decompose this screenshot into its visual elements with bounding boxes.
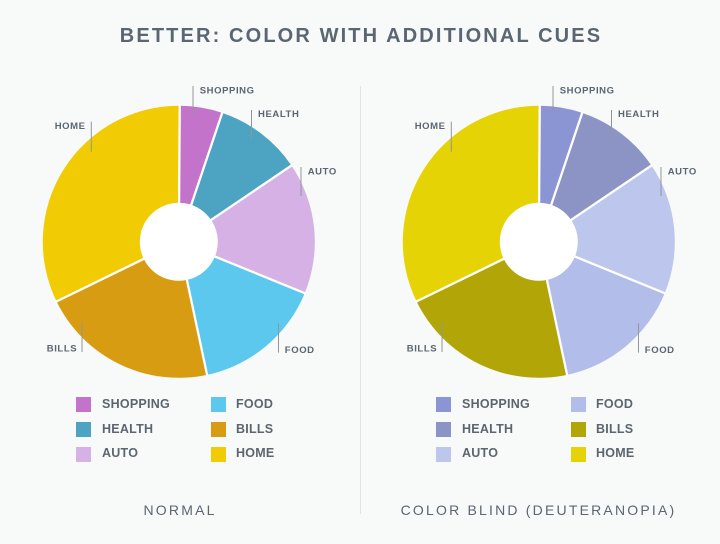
svg-text:HOME: HOME xyxy=(55,121,86,132)
svg-text:HEALTH: HEALTH xyxy=(258,109,299,120)
svg-text:BILLS: BILLS xyxy=(47,344,77,355)
svg-text:HEALTH: HEALTH xyxy=(618,109,659,120)
svg-text:FOOD: FOOD xyxy=(645,345,675,356)
svg-text:AUTO: AUTO xyxy=(668,167,697,178)
svg-text:AUTO: AUTO xyxy=(308,167,337,178)
svg-text:BILLS: BILLS xyxy=(407,344,437,355)
svg-text:SHOPPING: SHOPPING xyxy=(200,86,255,97)
svg-text:FOOD: FOOD xyxy=(285,345,315,356)
svg-text:HOME: HOME xyxy=(415,121,446,132)
svg-text:SHOPPING: SHOPPING xyxy=(560,86,615,97)
